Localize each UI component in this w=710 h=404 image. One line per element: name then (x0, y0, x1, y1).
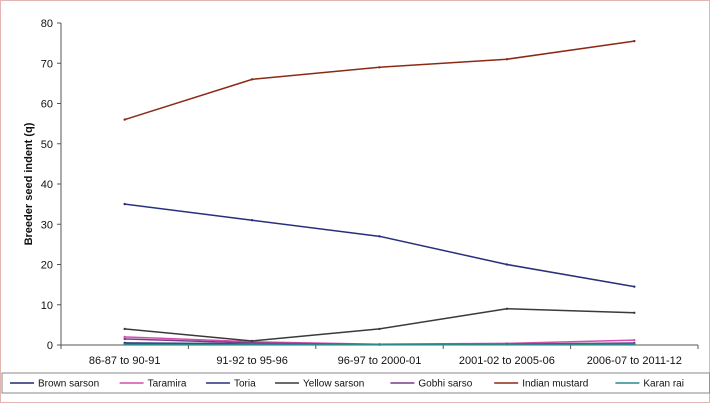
data-point-toria (506, 263, 508, 265)
data-point-karan-rai (124, 343, 126, 345)
y-tick-label: 80 (41, 18, 53, 30)
y-tick-label: 70 (41, 58, 53, 70)
data-point-yellow-sarson (124, 328, 126, 330)
data-point-indian-mustard (251, 78, 253, 80)
x-tick-label: 86-87 to 90-91 (89, 355, 161, 367)
data-point-toria (251, 219, 253, 221)
data-point-karan-rai (378, 343, 380, 345)
y-tick-label: 0 (47, 340, 53, 352)
x-tick-label: 96-97 to 2000-01 (338, 355, 422, 367)
legend-label-toria: Toria (234, 379, 256, 390)
series-line-yellow-sarson (125, 309, 635, 341)
y-tick-label: 10 (41, 300, 53, 312)
data-point-gobhi-sarso (124, 338, 126, 340)
data-point-yellow-sarson (506, 308, 508, 310)
data-point-toria (633, 285, 635, 287)
data-point-karan-rai (506, 343, 508, 345)
series-line-indian-mustard (125, 41, 635, 119)
y-axis-label: Breeder seed indent (q) (23, 122, 35, 245)
legend-label-yellow-sarson: Yellow sarson (303, 379, 364, 390)
legend-label-indian-mustard: Indian mustard (522, 379, 588, 390)
x-tick-label: 2006-07 to 2011-12 (587, 355, 682, 367)
legend-label-taramira: Taramira (148, 379, 187, 390)
data-point-indian-mustard (633, 40, 635, 42)
data-point-karan-rai (633, 343, 635, 345)
data-point-yellow-sarson (633, 312, 635, 314)
legend-label-gobhi-sarso: Gobhi sarso (418, 379, 472, 390)
y-tick-label: 40 (41, 179, 53, 191)
series-line-toria (125, 204, 635, 287)
x-tick-label: 2001-02 to 2005-06 (459, 355, 555, 367)
data-point-indian-mustard (124, 118, 126, 120)
y-tick-label: 30 (41, 219, 53, 231)
data-point-indian-mustard (378, 66, 380, 68)
y-tick-label: 60 (41, 99, 53, 111)
data-point-taramira (633, 339, 635, 341)
data-point-yellow-sarson (378, 328, 380, 330)
data-point-toria (378, 235, 380, 237)
data-point-karan-rai (251, 343, 253, 345)
x-tick-label: 91-92 to 95-96 (216, 355, 288, 367)
data-point-indian-mustard (506, 58, 508, 60)
legend-label-brown-sarson: Brown sarson (38, 379, 99, 390)
data-point-toria (124, 203, 126, 205)
legend-label-karan-rai: Karan rai (643, 379, 684, 390)
y-tick-label: 50 (41, 139, 53, 151)
y-tick-label: 20 (41, 260, 53, 272)
